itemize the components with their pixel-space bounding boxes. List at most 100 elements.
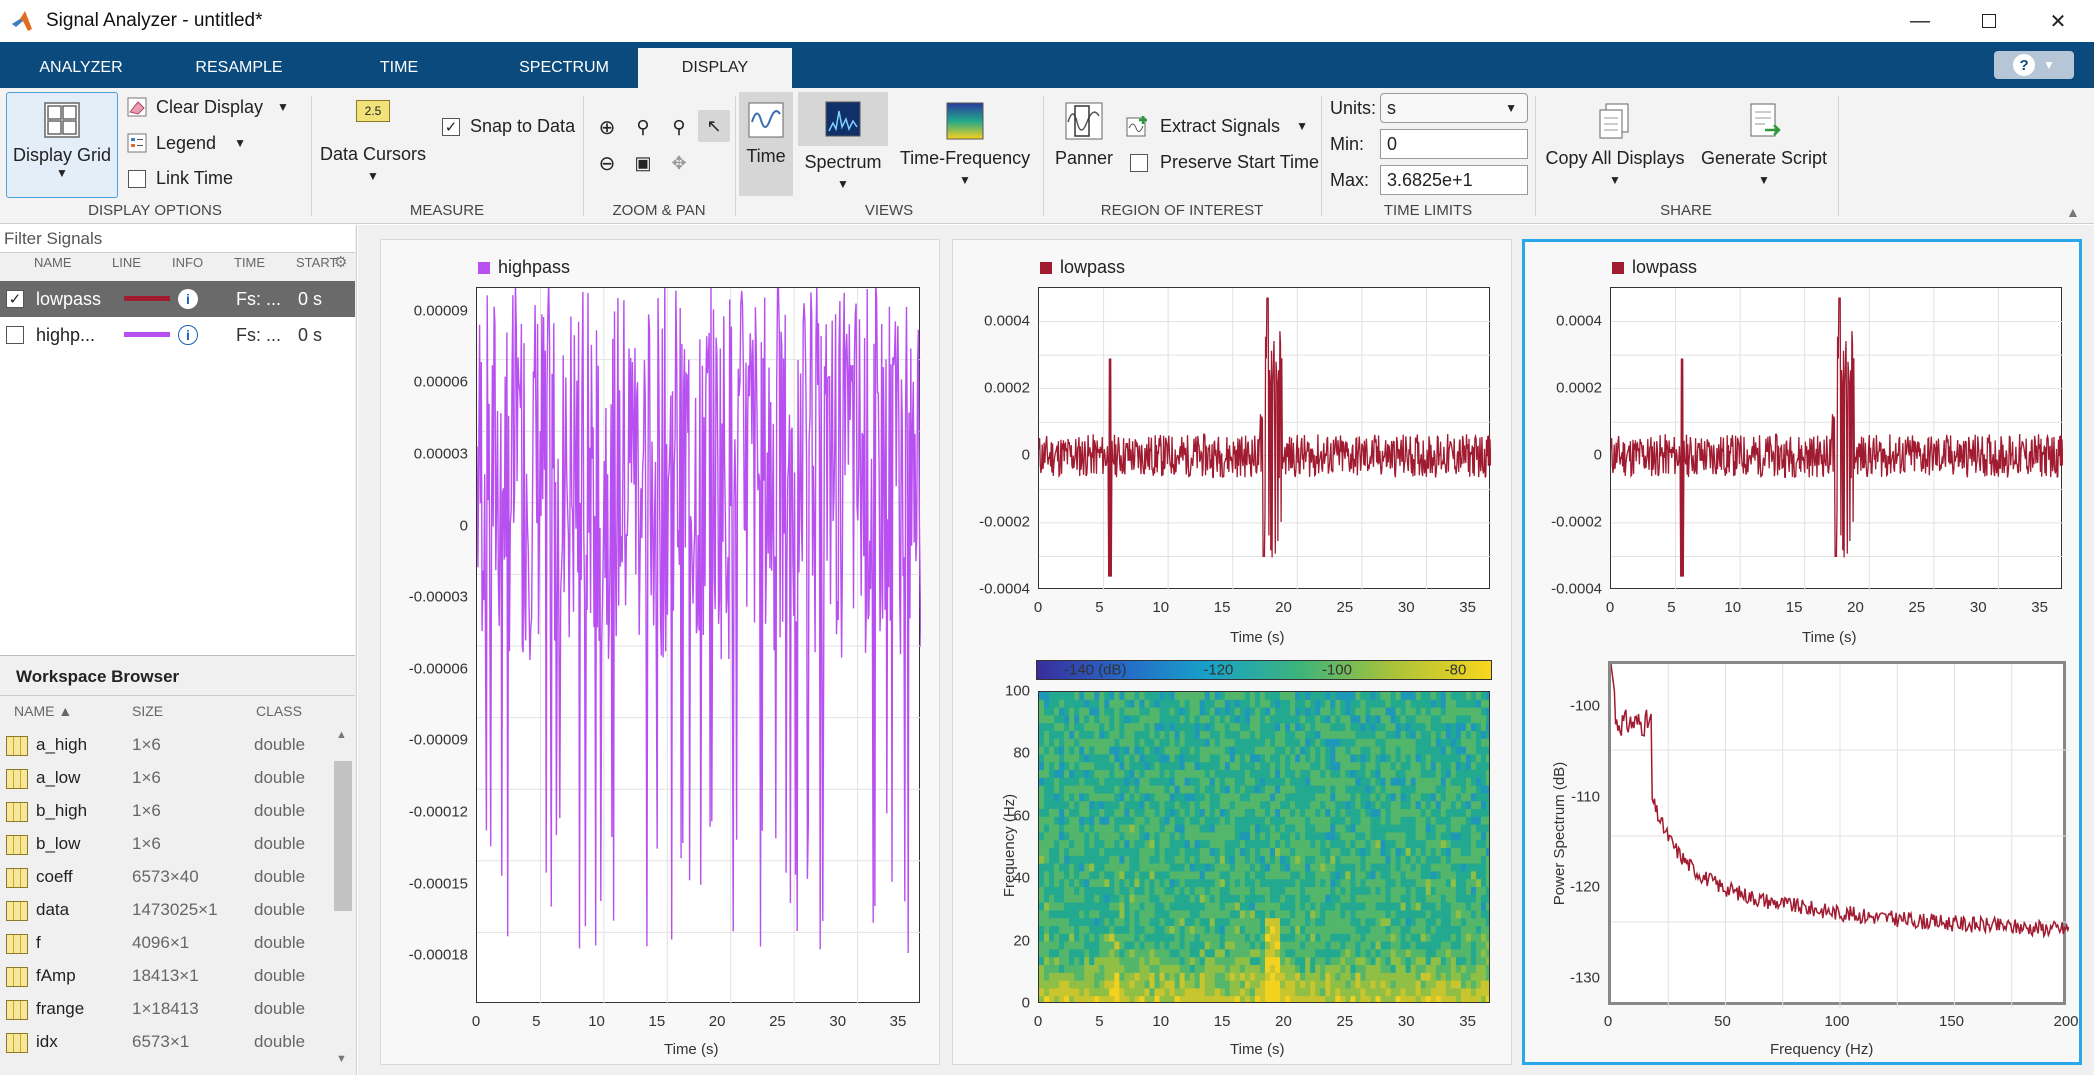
tab-resample[interactable]: RESAMPLE [195,59,283,76]
workspace-row[interactable]: idx 6573×1 double [0,1026,330,1059]
spectrogram-cell [1400,840,1407,849]
clear-display-button[interactable]: Clear Display ▼ [126,96,289,118]
copy-all-displays-button[interactable]: Copy All Displays ▼ [1540,102,1690,187]
spectrogram-cell [1199,957,1206,966]
max-input[interactable]: 3.6825e+1 [1380,165,1528,195]
generate-script-button[interactable]: Generate Script ▼ [1696,102,1832,187]
data-cursors-button[interactable]: 2.5 Data Cursors ▼ [318,100,428,183]
spectrogram-cell [1470,863,1477,872]
line-color-swatch[interactable] [124,332,170,337]
spectrogram-cell [1350,855,1356,865]
spectrogram-cell [1154,918,1161,927]
panner-button[interactable]: Panner [1052,102,1116,169]
scroll-up-icon[interactable]: ▲ [336,729,347,741]
highpass-time-plot[interactable] [476,287,921,1004]
scrollbar-thumb[interactable] [334,761,352,911]
gear-icon[interactable]: ⚙ [334,254,348,271]
snap-to-data-checkbox[interactable]: ✓ Snap to Data [442,116,575,137]
spectrogram-cell [1209,731,1216,740]
signal-row[interactable]: ✓ lowpass i Fs: ... 0 s [0,281,355,317]
spectrogram-cell [1249,902,1256,911]
zoom-in-button[interactable]: ⊕ [592,112,622,142]
lowpass-time-plot[interactable] [1038,287,1491,590]
workspace-row[interactable]: b_high 1×6 double [0,795,330,828]
tab-spectrum[interactable]: SPECTRUM [519,59,609,76]
checkbox-unchecked-icon[interactable] [6,326,24,344]
spectrogram-cell [1335,723,1341,732]
legend-button[interactable]: Legend ▼ [126,132,246,154]
col-header-time[interactable]: TIME [234,255,266,270]
select-pointer-button[interactable]: ↖ [698,110,730,142]
workspace-row[interactable]: fAmp 18413×1 double [0,960,330,993]
info-icon[interactable]: i [178,289,198,309]
workspace-row[interactable]: data 1473025×1 double [0,894,330,927]
workspace-row[interactable]: f 4096×1 double [0,927,330,960]
spectrogram-cell [1435,731,1442,740]
collapse-ribbon-icon[interactable]: ▲ [2066,204,2080,220]
max-label: Max: [1330,170,1370,190]
col-header-line[interactable]: LINE [112,255,141,270]
display-grid-button[interactable]: Display Grid ▼ [6,92,118,198]
spectrogram-cell [1129,887,1136,896]
panel-splitter[interactable] [0,655,355,661]
spectrogram-cell [1214,785,1221,794]
fit-to-view-button[interactable]: ▣ [628,148,658,178]
filter-signals-input[interactable]: Filter Signals [0,225,355,253]
line-color-swatch[interactable] [124,296,170,301]
ws-col-name[interactable]: NAME ▲ [14,703,72,719]
pan-button[interactable]: ✥ [664,148,694,178]
zoom-x-button[interactable]: ⚲ [628,112,658,142]
spectrogram-cell [1325,738,1331,748]
tab-display[interactable]: DISPLAY [638,48,792,88]
spectrogram-cell [1134,715,1141,724]
workspace-row[interactable]: a_low 1×6 double [0,762,330,795]
link-time-checkbox[interactable]: Link Time [128,168,233,189]
spectrum-view-toggle[interactable]: Spectrum ▼ [798,92,888,191]
power-spectrum-plot[interactable] [1608,661,2069,1008]
spectrogram-cell [1259,926,1266,935]
spectrogram-cell [1154,871,1161,880]
colorbar[interactable] [1036,660,1492,680]
legend-lowpass[interactable]: lowpass [1612,257,1697,278]
spectrogram-cell [1305,754,1311,763]
spectrogram-cell [1360,980,1367,989]
workspace-row[interactable]: coeff 6573×40 double [0,861,330,894]
extract-signals-button[interactable]: Extract Signals ▼ [1126,114,1308,138]
col-header-name[interactable]: NAME [34,255,72,270]
tab-analyzer[interactable]: ANALYZER [39,59,123,76]
spectrogram-cell [1425,848,1432,857]
minimize-button[interactable]: — [1889,0,1951,42]
tab-time[interactable]: TIME [379,59,419,76]
legend-highpass[interactable]: highpass [478,257,570,278]
col-header-info[interactable]: INFO [172,255,204,270]
close-button[interactable]: ✕ [2027,0,2089,42]
workspace-row[interactable]: a_high 1×6 double [0,729,330,762]
help-button[interactable]: ? ▼ [1994,51,2074,79]
legend-lowpass[interactable]: lowpass [1040,257,1125,278]
spectrogram-cell [1239,980,1246,989]
scroll-down-icon[interactable]: ▼ [336,1053,347,1065]
info-icon[interactable]: i [178,325,198,345]
checkmark-icon[interactable]: ✓ [6,290,24,308]
workspace-row[interactable]: frange 1×18413 double [0,993,330,1026]
units-dropdown[interactable]: s ▼ [1380,93,1528,123]
signal-row[interactable]: highp... i Fs: ... 0 s [0,317,355,353]
min-input[interactable]: 0 [1380,129,1528,159]
spectrogram-plot[interactable] [1038,691,1490,1003]
ws-col-class[interactable]: CLASS [256,703,302,719]
time-view-toggle[interactable]: Time [739,92,793,196]
ws-col-size[interactable]: SIZE [132,703,164,719]
spectrogram-cell [1084,926,1090,935]
workspace-scrollbar[interactable]: ▲ ▼ [332,727,354,1067]
spectrogram-cell [1119,793,1125,802]
spectrogram-cell [1420,848,1427,857]
preserve-start-time-checkbox[interactable]: Preserve Start Time [1130,152,1319,173]
zoom-out-button[interactable]: ⊖ [592,148,622,178]
lowpass-time-plot-2[interactable] [1610,287,2063,590]
workspace-row[interactable]: b_low 1×6 double [0,828,330,861]
col-header-start[interactable]: START [296,255,338,270]
time-frequency-view-toggle[interactable]: Time-Frequency ▼ [898,102,1032,187]
spectrogram-cell [1214,879,1221,888]
zoom-y-button[interactable]: ⚲ [664,112,694,142]
maximize-button[interactable] [1958,0,2020,42]
